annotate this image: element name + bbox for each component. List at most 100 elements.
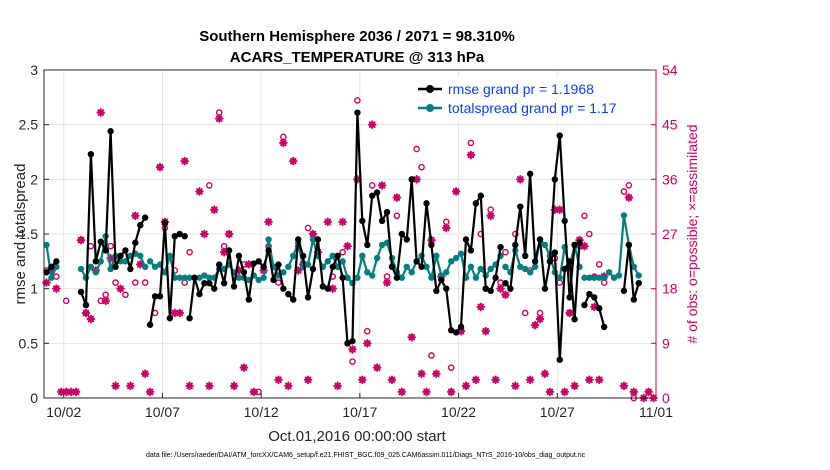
totalspread-point (107, 265, 114, 273)
obs-mark-stroke (230, 382, 238, 390)
obs-mark-stroke (146, 388, 154, 396)
chart-title-line1: Southern Hemisphere 2036 / 2071 = 98.310… (199, 28, 515, 45)
obs-mark-stroke (131, 212, 139, 220)
obs-mark-stroke (556, 206, 564, 214)
rmse-point (512, 241, 519, 249)
obs-mark-stroke (566, 309, 573, 317)
totalspread-point (615, 272, 623, 279)
obs-assimilated-point (372, 363, 382, 372)
x-tick-label: 11/01 (639, 404, 673, 420)
obs-mark-stroke (171, 309, 179, 317)
totalspread-point (610, 274, 618, 281)
rmse-point (531, 258, 539, 265)
rmse-point (285, 290, 292, 298)
obs-assimilated-point (565, 308, 574, 318)
rmse-point (176, 230, 183, 238)
obs-mark-stroke (586, 376, 593, 384)
rmse-point (216, 261, 223, 268)
rmse-point (166, 314, 174, 322)
obs-assimilated-point (441, 223, 451, 233)
obs-mark-stroke (492, 376, 499, 384)
rmse-point (566, 294, 573, 301)
totalspread-point (290, 252, 297, 260)
rmse-point (561, 217, 568, 225)
totalspread-point (443, 269, 450, 276)
obs-possible-point (521, 309, 529, 317)
obs-possible-point (467, 139, 475, 147)
obs-mark-stroke (423, 388, 430, 396)
obs-mark-stroke (536, 315, 544, 323)
rmse-point (522, 252, 529, 260)
rmse-point (349, 337, 356, 345)
totalspread-point (53, 263, 60, 270)
obs-mark-stroke (215, 115, 223, 122)
obs-possible-point (418, 163, 425, 171)
rmse-point (546, 258, 554, 265)
rmse-point (186, 314, 193, 322)
totalspread-point (201, 272, 208, 279)
rmse-line (79, 130, 147, 307)
rmse-point (309, 265, 317, 273)
obs-mark-stroke (447, 388, 455, 396)
right-tick-label: 45 (662, 117, 678, 133)
obs-mark-stroke (220, 248, 228, 256)
obs-assimilated-point (140, 369, 150, 379)
rmse-point (625, 241, 633, 249)
obs-assimilated-point (624, 193, 634, 202)
rmse-point (408, 176, 415, 183)
totalspread-point (452, 254, 460, 262)
rmse-point (507, 285, 514, 292)
obs-mark-stroke (442, 224, 450, 232)
obs-mark-stroke (526, 376, 534, 384)
totalspread-point (369, 272, 376, 279)
obs-mark-stroke (388, 376, 396, 384)
rmse-point (378, 217, 386, 225)
rmse-point (344, 340, 351, 347)
obs-mark-stroke (127, 382, 134, 390)
obs-mark-stroke (373, 364, 381, 371)
obs-assimilated-point (185, 381, 194, 391)
obs-mark-stroke (117, 285, 124, 292)
obs-possible-point (368, 182, 376, 189)
obs-mark-stroke (418, 370, 425, 378)
x-tick-label: 10/02 (46, 404, 81, 420)
obs-mark-stroke (97, 109, 105, 116)
obs-mark-stroke (462, 382, 470, 390)
obs-mark-stroke (181, 157, 188, 165)
obs-assimilated-point (644, 387, 653, 397)
totalspread-point (596, 274, 603, 281)
rmse-point (393, 274, 401, 281)
legend-spread-label: totalspread grand pr = 1.17 (448, 100, 617, 116)
totalspread-point (378, 241, 386, 249)
obs-mark-stroke (349, 346, 356, 353)
obs-mark-stroke (625, 194, 633, 201)
obs-assimilated-point (76, 235, 86, 245)
obs-mark-stroke (546, 388, 554, 396)
rmse-point (398, 230, 406, 238)
rmse-point (122, 247, 129, 254)
obs-mark-stroke (645, 388, 652, 396)
totalspread-point (176, 274, 183, 281)
rmse-point (467, 247, 475, 254)
rmse-point (260, 263, 267, 270)
totalspread-point (137, 252, 144, 260)
obs-assimilated-point (540, 369, 550, 379)
obs-mark-stroke (334, 382, 341, 390)
rmse-point (235, 252, 243, 260)
obs-mark-stroke (398, 388, 406, 396)
obs-mark-stroke (329, 285, 337, 292)
rmse-point (270, 276, 277, 284)
obs-assimilated-point (358, 375, 367, 385)
obs-assimilated-point (81, 308, 91, 318)
totalspread-point (280, 269, 287, 276)
rmse-point (132, 239, 139, 246)
totalspread-point (477, 265, 484, 273)
obs-assimilated-point (570, 381, 579, 391)
obs-mark-stroke (630, 388, 638, 396)
obs-assimilated-point (101, 296, 110, 306)
totalspread-point (329, 252, 336, 260)
rmse-point (43, 269, 50, 276)
rmse-point (413, 258, 420, 265)
obs-assimilated-point (466, 150, 476, 160)
rmse-point (551, 249, 559, 256)
